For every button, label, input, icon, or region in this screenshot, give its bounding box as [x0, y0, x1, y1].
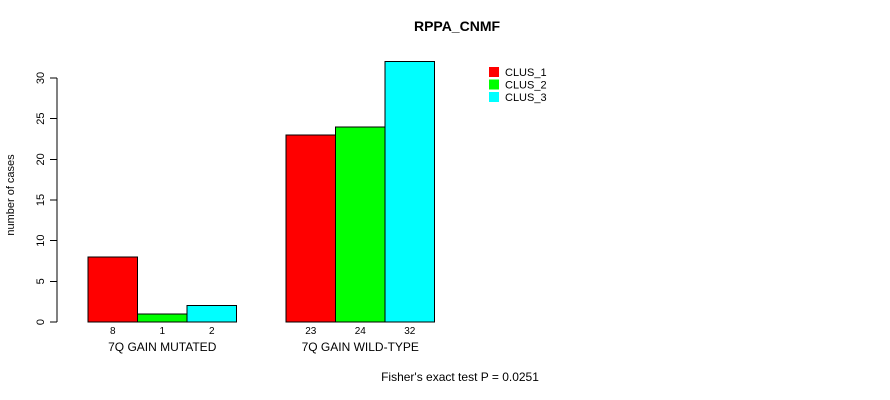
bar-clus_2-group1 — [137, 313, 188, 323]
y-axis-tick-label: 10 — [35, 235, 47, 247]
bar-clus_3-group1 — [186, 305, 237, 323]
y-axis-tick-label: 0 — [35, 319, 47, 325]
bar-value-label: 23 — [305, 326, 317, 337]
chart-title: RPPA_CNMF — [414, 18, 501, 34]
legend-swatch-clus_3 — [489, 92, 499, 102]
legend-label-clus_3: CLUS_3 — [505, 92, 547, 104]
bar-value-label: 24 — [355, 326, 367, 337]
bar-clus_1-group2 — [285, 134, 336, 323]
x-group-label: 7Q GAIN WILD-TYPE — [302, 340, 419, 354]
bar-clus_1-group1 — [87, 256, 138, 323]
legend-label-clus_2: CLUS_2 — [505, 80, 547, 92]
y-axis-label: number of cases — [5, 154, 17, 236]
y-axis-tick-label: 25 — [35, 113, 47, 125]
bar-clus_2-group2 — [335, 126, 386, 323]
bar-clus_3-group2 — [384, 61, 435, 323]
y-axis-tick-label: 30 — [35, 72, 47, 84]
fisher-test-annotation: Fisher's exact test P = 0.0251 — [381, 370, 539, 384]
legend-swatch-clus_2 — [489, 79, 499, 90]
y-axis-tick-label: 5 — [35, 278, 47, 284]
bar-value-label: 32 — [404, 326, 416, 337]
x-group-label: 7Q GAIN MUTATED — [108, 340, 217, 354]
y-axis-tick-label: 20 — [35, 153, 47, 165]
bar-value-label: 8 — [110, 326, 116, 337]
legend-swatch-clus_1 — [489, 67, 499, 77]
bar-value-label: 2 — [209, 326, 215, 337]
bar-value-label: 1 — [159, 326, 165, 337]
legend-label-clus_1: CLUS_1 — [505, 67, 547, 79]
y-axis-tick-label: 15 — [35, 194, 47, 206]
